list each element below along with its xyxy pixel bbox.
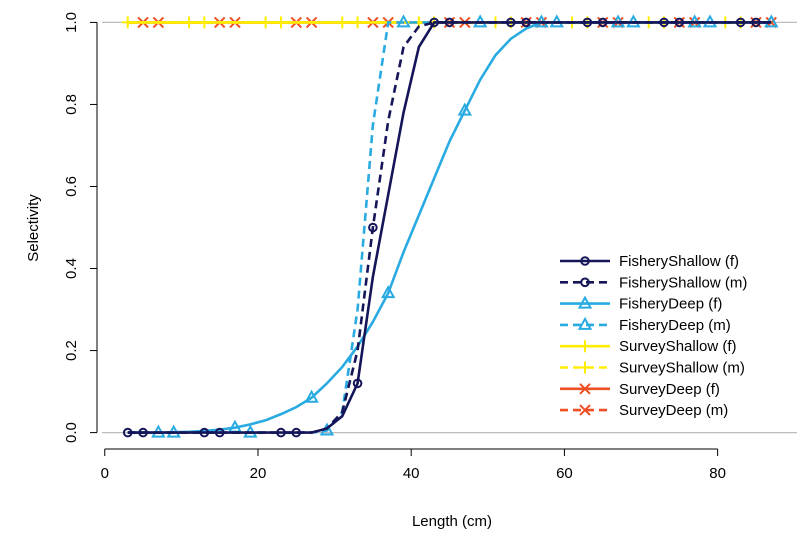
point [199, 427, 210, 438]
legend-marker [577, 316, 593, 330]
legend-marker [579, 383, 591, 395]
point [396, 14, 411, 28]
point [381, 285, 396, 299]
y-tick-label: 0.8 [63, 94, 80, 115]
point [304, 389, 319, 403]
legend-label: SurveyDeep (m) [619, 402, 728, 419]
x-axis-label: Length (cm) [412, 513, 492, 530]
legend-marker [579, 361, 591, 374]
point [429, 17, 439, 28]
y-tick-label: 1.0 [63, 12, 80, 33]
point [659, 17, 669, 28]
y-tick-label: 0.6 [63, 176, 80, 197]
point [582, 17, 593, 28]
legend-label: FisheryDeep (f) [619, 296, 722, 313]
legend-label: SurveyDeep (f) [619, 381, 720, 398]
series-line [127, 21, 772, 434]
point [735, 17, 746, 28]
y-axis-label: Selectivity [25, 194, 42, 262]
y-tick-label: 0.0 [63, 422, 80, 443]
legend-label: SurveyShallow (m) [619, 359, 745, 376]
x-tick-label: 80 [709, 465, 726, 482]
legend-label: FisheryShallow (f) [619, 253, 739, 270]
point [352, 378, 363, 389]
legend-marker [579, 404, 591, 416]
x-tick-label: 20 [250, 465, 267, 482]
legend-marker [579, 340, 591, 353]
legend-label: FisheryDeep (m) [619, 317, 731, 334]
x-tick-label: 60 [556, 465, 573, 482]
point [276, 427, 286, 438]
point [368, 222, 378, 233]
point [259, 16, 272, 29]
x-tick-label: 40 [403, 465, 420, 482]
point [457, 102, 473, 116]
point [183, 16, 196, 29]
legend-label: FisheryShallow (m) [619, 274, 747, 291]
point [336, 16, 349, 29]
y-tick-label: 0.4 [63, 258, 80, 279]
legend-marker [580, 256, 590, 266]
legend-marker [577, 295, 593, 309]
y-tick-label: 0.2 [63, 340, 80, 361]
point [122, 427, 133, 438]
point [505, 17, 516, 28]
legend-marker [580, 277, 590, 288]
legend-label: SurveyShallow (f) [619, 338, 737, 355]
x-tick-label: 0 [101, 465, 109, 482]
